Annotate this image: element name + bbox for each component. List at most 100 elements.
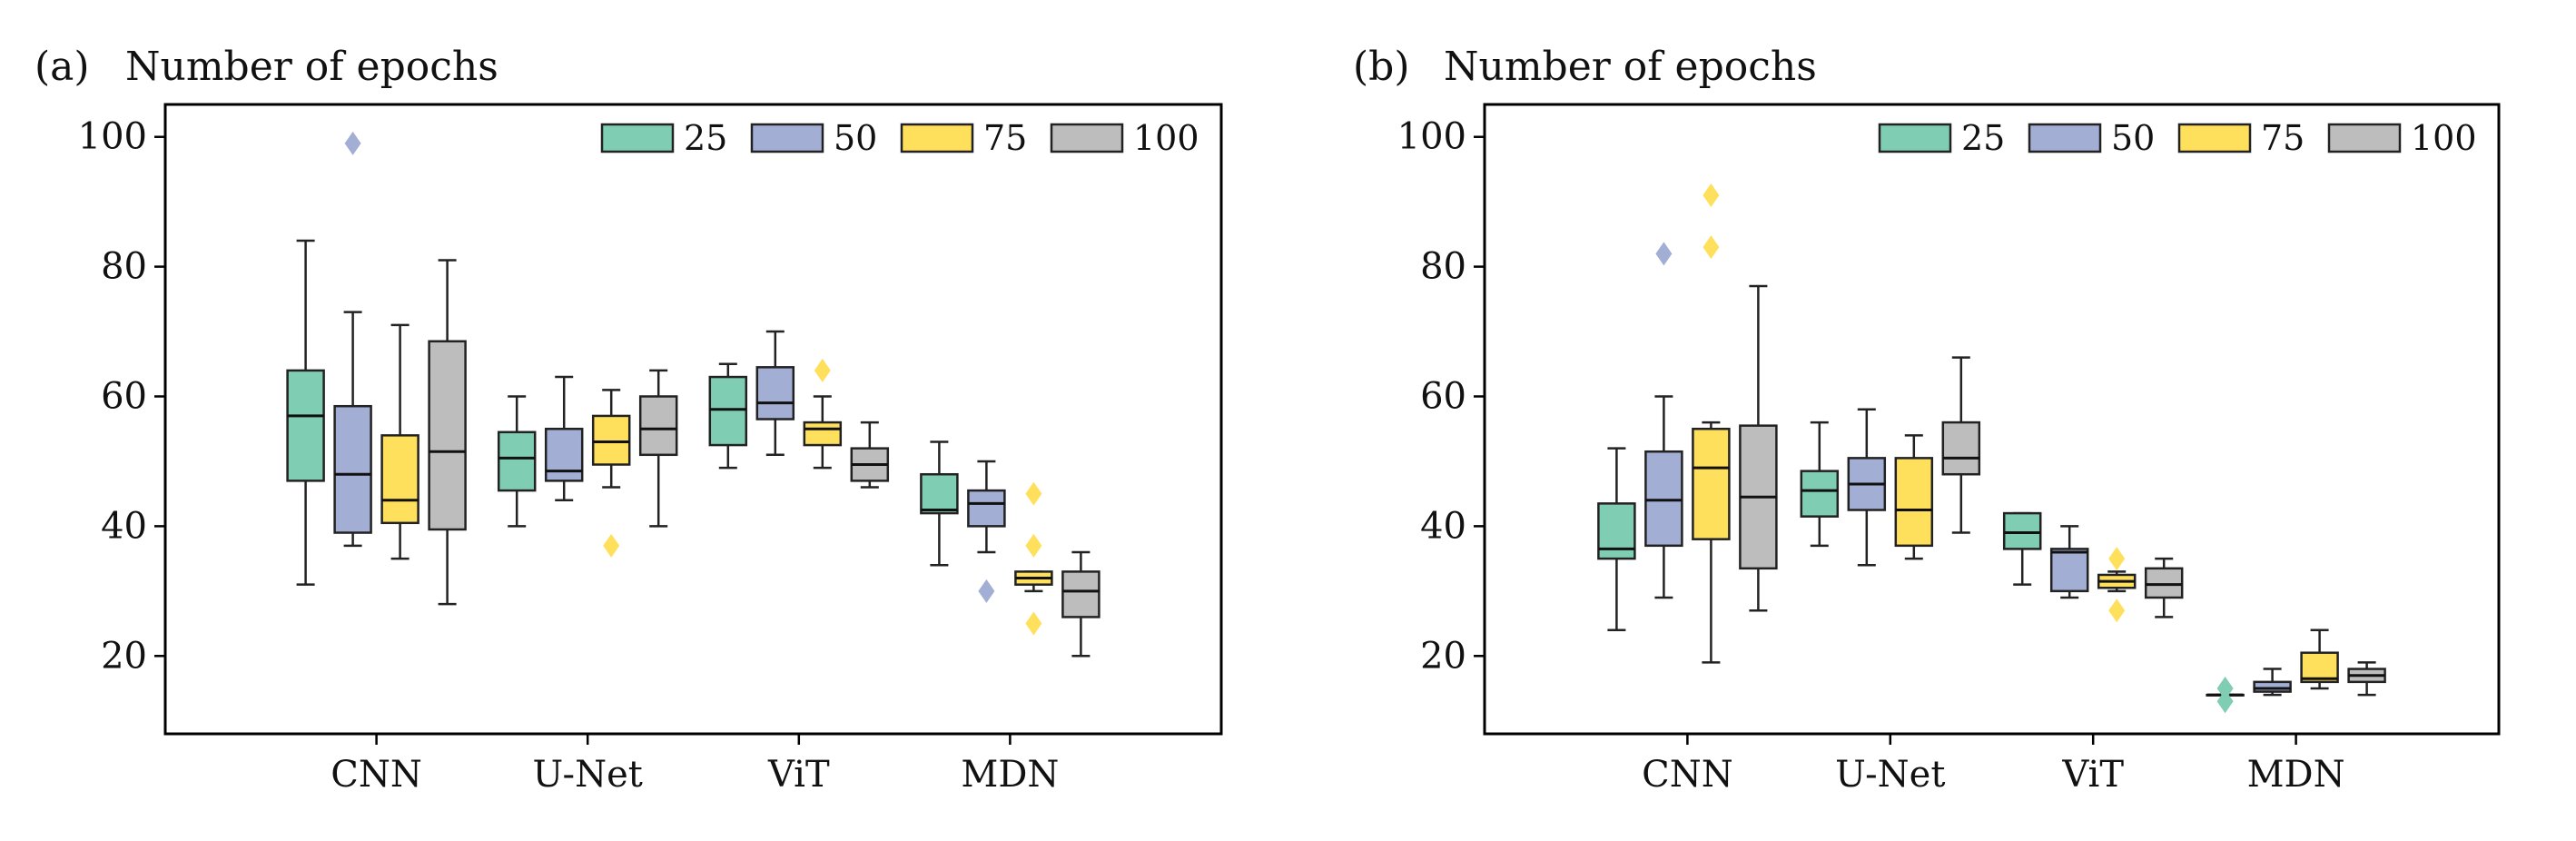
outlier-marker bbox=[1025, 481, 1042, 506]
box-unet-75 bbox=[1894, 434, 1934, 560]
y-tick-label: 40 bbox=[101, 505, 147, 547]
box-unet-50 bbox=[1847, 408, 1887, 567]
box-body bbox=[755, 366, 795, 420]
y-tick-label: 80 bbox=[1420, 246, 1466, 288]
box-mdn-75 bbox=[2300, 628, 2339, 690]
box-vit-100 bbox=[850, 420, 890, 489]
axes-frame bbox=[163, 103, 1223, 736]
box-vit-75 bbox=[803, 358, 843, 470]
panel-a-title: Number of epochs bbox=[125, 44, 498, 90]
box-unet-25 bbox=[1800, 420, 1840, 548]
legend-swatch-100 bbox=[1050, 123, 1124, 153]
outlier-marker bbox=[1025, 611, 1042, 636]
box-body bbox=[708, 375, 748, 447]
box-body bbox=[2253, 680, 2292, 693]
outlier-marker bbox=[1703, 235, 1720, 260]
box-body bbox=[2049, 548, 2089, 593]
legend-label-100: 100 bbox=[2411, 118, 2477, 158]
box-body bbox=[1800, 470, 1840, 518]
box-body bbox=[1644, 450, 1683, 548]
outlier-marker bbox=[603, 533, 620, 558]
x-tick-label: MDN bbox=[961, 754, 1059, 796]
box-cnn-100 bbox=[428, 259, 467, 606]
box-body bbox=[591, 414, 631, 466]
x-tick-label: CNN bbox=[1642, 754, 1733, 796]
axes-frame bbox=[1483, 103, 2501, 736]
legend-label-25: 25 bbox=[1961, 118, 2005, 158]
box-vit-75 bbox=[2097, 547, 2137, 623]
panel-a-label: (a) bbox=[35, 44, 90, 90]
legend-swatch-75 bbox=[900, 123, 974, 153]
box-body bbox=[920, 472, 959, 515]
panel-b-title: Number of epochs bbox=[1444, 44, 1817, 90]
outlier-marker bbox=[814, 358, 831, 382]
panel-a: (a) Number of epochs 20 40 60 80 100 CNN U-Net Vi… bbox=[35, 44, 1223, 796]
box-body bbox=[967, 489, 1006, 528]
box-unet-100 bbox=[1941, 356, 1981, 534]
box-mdn-100 bbox=[2347, 661, 2386, 697]
box-body bbox=[1061, 570, 1100, 618]
y-tick-label: 60 bbox=[1420, 375, 1466, 417]
x-tick-label: ViT bbox=[767, 754, 830, 796]
y-tick-label: 100 bbox=[1397, 116, 1466, 158]
outlier-marker bbox=[2108, 547, 2126, 571]
box-body bbox=[2300, 651, 2339, 684]
box-vit-25 bbox=[708, 362, 748, 470]
box-body bbox=[428, 340, 467, 531]
box-body bbox=[1692, 427, 1731, 540]
legend-swatch-100 bbox=[2327, 123, 2402, 153]
y-tick-label: 20 bbox=[1420, 635, 1466, 677]
box-body bbox=[1597, 502, 1636, 560]
box-mdn-50 bbox=[967, 460, 1006, 603]
outlier-marker bbox=[2108, 599, 2126, 623]
legend-swatch-50 bbox=[2028, 123, 2102, 153]
box-vit-50 bbox=[755, 330, 795, 457]
outlier-marker bbox=[344, 131, 361, 155]
box-body bbox=[803, 420, 843, 447]
box-vit-100 bbox=[2144, 557, 2184, 618]
box-body bbox=[2144, 567, 2184, 599]
legend-swatch-50 bbox=[750, 123, 824, 153]
legend-swatch-25 bbox=[1878, 123, 1952, 153]
outlier-marker bbox=[1655, 242, 1673, 266]
y-tick-label: 40 bbox=[1420, 505, 1466, 547]
legend-label-50: 50 bbox=[2111, 118, 2155, 158]
box-cnn-50 bbox=[1644, 242, 1683, 599]
box-body bbox=[638, 395, 678, 457]
box-cnn-75 bbox=[1692, 183, 1731, 664]
x-tick-label: U-Net bbox=[533, 754, 643, 796]
box-unet-100 bbox=[638, 369, 678, 528]
box-vit-50 bbox=[2049, 525, 2089, 599]
panel-b-label: (b) bbox=[1353, 44, 1410, 90]
box-mdn-25 bbox=[2206, 676, 2245, 714]
legend-label-75: 75 bbox=[983, 118, 1027, 158]
y-tick-label: 100 bbox=[78, 116, 147, 158]
legend-label-75: 75 bbox=[2261, 118, 2305, 158]
outlier-marker bbox=[2216, 676, 2234, 700]
box-cnn-75 bbox=[380, 323, 419, 560]
box-body bbox=[2002, 511, 2042, 550]
box-unet-25 bbox=[497, 395, 537, 528]
box-body bbox=[544, 427, 584, 482]
y-tick-label: 60 bbox=[101, 375, 147, 417]
box-unet-75 bbox=[591, 389, 631, 558]
outlier-marker bbox=[1703, 183, 1720, 208]
x-tick-label: CNN bbox=[331, 754, 422, 796]
panel-b: (b) Number of epochs 20 40 60 80 100 CNN U-Net Vi… bbox=[1353, 44, 2501, 796]
x-tick-label: ViT bbox=[2061, 754, 2124, 796]
x-tick-label: U-Net bbox=[1835, 754, 1945, 796]
box-cnn-25 bbox=[286, 239, 325, 586]
outlier-marker bbox=[1025, 533, 1042, 558]
box-body bbox=[286, 369, 325, 482]
box-body bbox=[333, 404, 372, 534]
legend-label-25: 25 bbox=[684, 118, 727, 158]
legend-swatch-25 bbox=[600, 123, 675, 153]
box-vit-25 bbox=[2002, 511, 2042, 586]
y-tick-label: 80 bbox=[101, 246, 147, 288]
legend: 25 50 75 100 bbox=[1878, 118, 2477, 158]
y-tick-label: 20 bbox=[101, 635, 147, 677]
legend-label-50: 50 bbox=[834, 118, 877, 158]
box-mdn-50 bbox=[2253, 668, 2292, 697]
box-cnn-25 bbox=[1597, 447, 1636, 631]
